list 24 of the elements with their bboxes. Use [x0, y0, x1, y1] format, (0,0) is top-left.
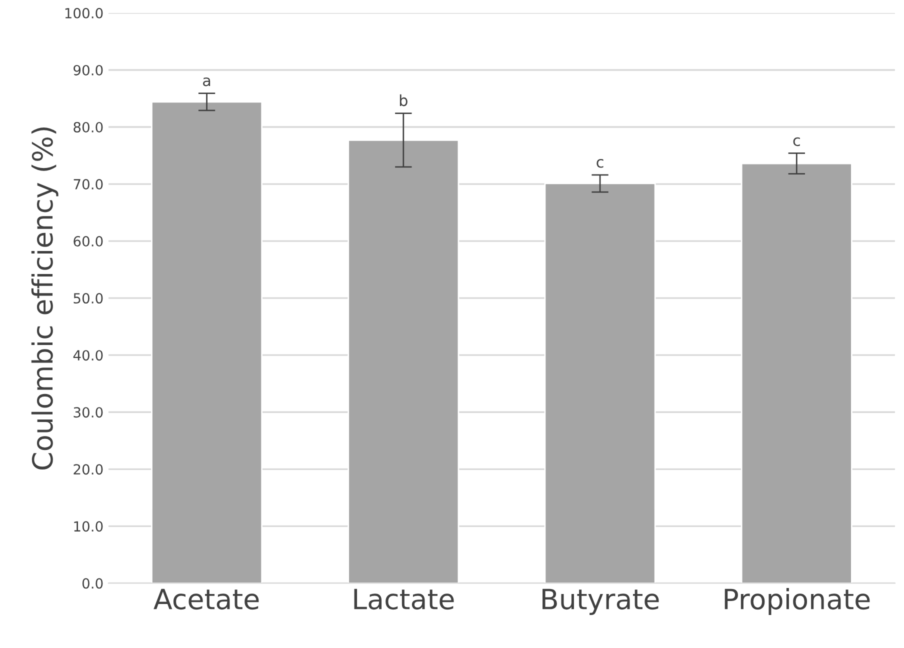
- x-tick-label: Acetate: [154, 588, 259, 610]
- bar: [151, 101, 263, 584]
- y-tick-label: 70.0: [74, 179, 103, 190]
- y-tick-label: 0.0: [82, 578, 103, 589]
- y-tick-label: 40.0: [73, 350, 103, 361]
- y-tick-label: 80.0: [74, 122, 103, 132]
- annotation: a: [203, 77, 210, 86]
- bar: [544, 182, 656, 584]
- bar: [348, 139, 460, 584]
- y-tick-label: 10.0: [74, 521, 103, 532]
- y-tick-label: 90.0: [74, 64, 103, 76]
- y-tick-label: 60.0: [74, 236, 103, 247]
- annotation: c: [793, 137, 800, 146]
- y-tick-label: 30.0: [74, 407, 103, 418]
- y-tick-label: 20.0: [74, 464, 103, 475]
- annotation: c: [596, 159, 604, 168]
- y-axis-title: Coulombic efficiency (%): [31, 128, 58, 470]
- x-tick-label: Lactate: [354, 588, 454, 610]
- y-tick-label: 50.0: [74, 293, 103, 304]
- x-tick-label: Butyrate: [542, 588, 659, 615]
- bar: [740, 162, 852, 584]
- annotation: b: [400, 94, 408, 106]
- x-tick-label: Propionate: [724, 588, 870, 615]
- y-tick-label: 100.0: [65, 8, 103, 18]
